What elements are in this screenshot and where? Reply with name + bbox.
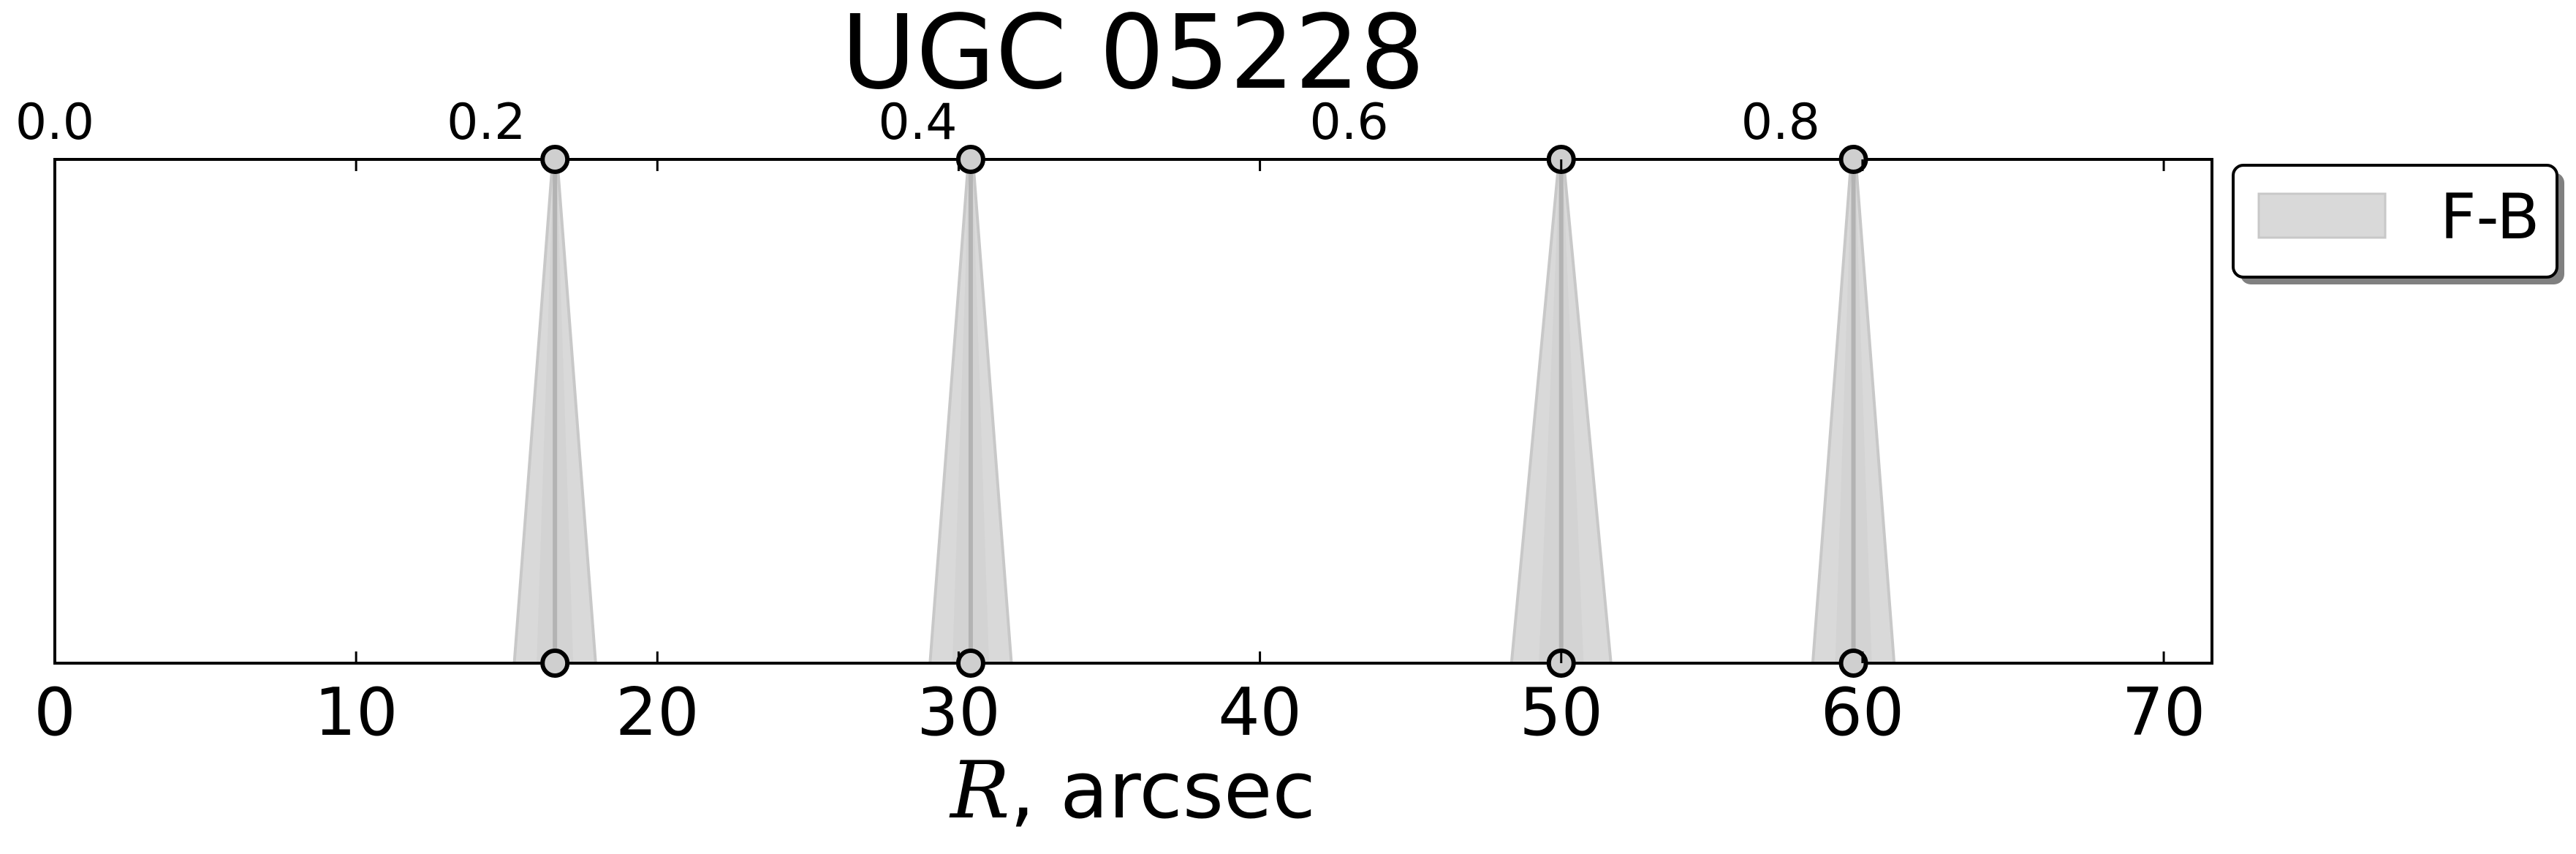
legend: F-B: [2232, 164, 2564, 284]
chart-title: UGC 05228: [841, 0, 1425, 113]
x-tick-label-1: 10: [314, 674, 398, 751]
top-tick-label-0: 0.0: [15, 94, 94, 151]
x-tick-label-4: 40: [1218, 674, 1302, 751]
spike-bottom-marker-4: [1838, 649, 1868, 678]
x-tick-label-2: 20: [615, 674, 700, 751]
x-tick-label-5: 50: [1519, 674, 1603, 751]
x-tick-label-0: 0: [34, 674, 75, 751]
tick-layer: [53, 159, 2165, 663]
x-axis-label-unit: , arcsec: [1009, 745, 1315, 836]
legend-entry-label: F-B: [2440, 181, 2539, 254]
spike-top-marker-4: [1838, 145, 1868, 174]
data-layer: [512, 158, 1896, 665]
top-tick-label-4: 0.8: [1741, 94, 1820, 151]
top-tick-label-3: 0.6: [1310, 94, 1389, 151]
marker-layer: [540, 145, 1868, 678]
x-tick-label-6: 60: [1821, 674, 1905, 751]
spike-bottom-marker-2: [955, 649, 985, 678]
top-tick-label-2: 0.4: [878, 94, 957, 151]
plot-frame: [53, 158, 2213, 665]
top-tick-label-1: 0.2: [447, 94, 526, 151]
spike-top-marker-1: [540, 145, 570, 174]
x-axis-label: R, arcsec: [949, 745, 1316, 836]
spike-bottom-marker-1: [540, 649, 570, 678]
x-tick-label-3: 30: [917, 674, 1001, 751]
spike-top-marker-2: [955, 145, 985, 174]
label-layer: 0 10 20 30 40 50 60 70 0.0 0.2 0.4 0.6 0.8: [15, 94, 2205, 751]
x-tick-label-7: 70: [2122, 674, 2206, 751]
legend-patch: [2257, 192, 2387, 239]
x-axis-label-variable: R: [949, 745, 1009, 836]
